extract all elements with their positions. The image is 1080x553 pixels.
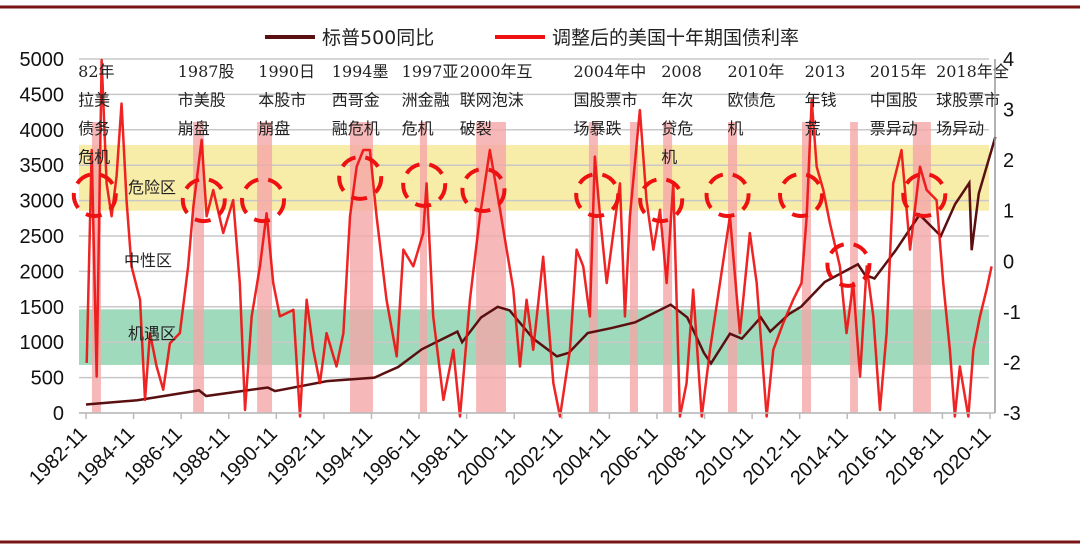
event-annotation-line: 1987股 xyxy=(178,62,235,81)
sp500-line xyxy=(85,136,997,406)
event-annotation-line: 2013 xyxy=(805,62,846,81)
event-annotation-line: 2000年互 xyxy=(460,62,533,81)
highlight-circle xyxy=(180,177,227,224)
highlight-circle xyxy=(778,172,825,219)
event-annotation-line: 机 xyxy=(661,148,677,167)
highlight-circle xyxy=(901,172,948,219)
event-annotation-line: 崩盘 xyxy=(178,119,210,138)
event-bar xyxy=(91,122,101,413)
right-axis-tick-label: 3 xyxy=(1003,100,1014,122)
right-axis-tick-label: 1 xyxy=(1003,201,1014,223)
event-annotation-line: 洲金融 xyxy=(402,91,450,110)
event-bar xyxy=(350,122,374,413)
event-annotation-line: 危机 xyxy=(78,148,110,167)
right-axis-tick-label: -3 xyxy=(1003,403,1021,425)
event-annotation-line: 2010年 xyxy=(728,62,785,81)
right-axis-tick-label: 4 xyxy=(1003,49,1014,71)
left-axis-tick-label: 3500 xyxy=(20,155,65,177)
event-annotation-line: 本股市 xyxy=(258,91,306,110)
highlight-circle xyxy=(704,172,751,219)
event-annotation-line: 贷危 xyxy=(661,119,693,138)
series-lines xyxy=(85,58,997,418)
highlight-circle xyxy=(401,161,448,208)
right-axis-tick-label: -2 xyxy=(1003,352,1021,374)
event-annotation-line: 年次 xyxy=(661,91,693,110)
highlight-circle xyxy=(337,154,384,201)
highlight-circle xyxy=(825,241,872,288)
left-axis-tick-label: 4000 xyxy=(20,120,65,142)
event-annotations: 82年拉美债务危机1987股市美股崩盘1990日本股市崩盘1994墨西哥金融危机… xyxy=(78,62,1009,167)
left-axis-tick-label: 500 xyxy=(31,368,64,390)
event-annotation-line: 拉美 xyxy=(78,91,110,110)
event-bar xyxy=(912,122,931,413)
event-annotation-line: 2008 xyxy=(661,62,702,81)
event-bar xyxy=(801,122,811,413)
event-annotation-line: 联网泡沫 xyxy=(460,91,524,110)
legend-label-yield: 调整后的美国十年期国债利率 xyxy=(552,27,799,49)
event-annotation-line: 场异动 xyxy=(936,119,984,138)
zone-label: 中性区 xyxy=(124,251,172,270)
right-axis-tick-label: 2 xyxy=(1003,150,1014,172)
event-bar xyxy=(728,122,738,413)
event-annotation-line: 年钱 xyxy=(805,91,837,110)
event-annotation-line: 破裂 xyxy=(460,119,492,138)
event-annotation-line: 场暴跌 xyxy=(574,119,622,138)
left-axis-tick-label: 0 xyxy=(53,403,64,425)
event-annotation-line: 市美股 xyxy=(178,91,226,110)
event-annotation-line: 债务 xyxy=(78,119,110,138)
left-axis-tick-label: 2000 xyxy=(20,261,65,283)
event-bar xyxy=(588,122,598,413)
left-axis-tick-label: 2500 xyxy=(20,226,65,248)
event-annotation-line: 2004年中 xyxy=(574,62,647,81)
event-annotation-line: 82年 xyxy=(78,62,114,81)
event-bar xyxy=(257,122,273,413)
event-annotation-line: 2015年 xyxy=(870,62,927,81)
left-axis-tick-label: 5000 xyxy=(20,49,65,71)
event-annotation-line: 机 xyxy=(728,119,744,138)
right-axis-tick-label: -1 xyxy=(1003,302,1021,324)
event-annotation-line: 票异动 xyxy=(870,119,918,138)
event-annotation-line: 国股票市 xyxy=(574,91,638,110)
event-bar xyxy=(629,122,638,413)
left-axis-tick-label: 3000 xyxy=(20,191,65,213)
event-annotation-line: 球股票市 xyxy=(936,91,1000,110)
event-annotation-line: 西哥金 xyxy=(332,91,380,110)
legend-label-sp500: 标普500同比 xyxy=(322,27,434,49)
event-bar xyxy=(193,122,205,413)
yield-line xyxy=(85,58,993,418)
event-annotation-line: 欧债危 xyxy=(728,91,776,110)
event-annotation-line: 危机 xyxy=(402,119,434,138)
event-annotation-line: 崩盘 xyxy=(258,119,290,138)
event-annotation-line: 1990日 xyxy=(258,62,315,81)
event-bar xyxy=(419,122,428,413)
highlight-circle xyxy=(460,166,507,213)
event-annotation-line: 中国股 xyxy=(870,91,918,110)
event-bar xyxy=(476,122,506,413)
highlight-circle xyxy=(240,177,287,224)
left-axis-tick-label: 4500 xyxy=(20,84,65,106)
highlight-circles xyxy=(71,154,948,288)
highlight-circle xyxy=(638,177,685,224)
event-annotation-line: 2018年全 xyxy=(936,62,1009,81)
zone-label: 危险区 xyxy=(128,178,176,197)
right-axis-tick-label: 0 xyxy=(1003,251,1014,273)
zone-label: 机遇区 xyxy=(128,324,176,343)
event-annotation-line: 1997亚 xyxy=(402,62,459,81)
danger-zone-band xyxy=(79,144,989,211)
highlight-circle xyxy=(71,172,118,219)
event-annotation-line: 荒 xyxy=(805,119,821,138)
highlight-circle xyxy=(574,172,621,219)
event-annotation-line: 融危机 xyxy=(332,119,380,138)
event-annotation-line: 1994墨 xyxy=(332,62,389,81)
left-axis-tick-label: 1500 xyxy=(20,297,65,319)
left-axis-tick-label: 1000 xyxy=(20,332,65,354)
legend: 标普500同比 调整后的美国十年期国债利率 xyxy=(265,27,799,49)
